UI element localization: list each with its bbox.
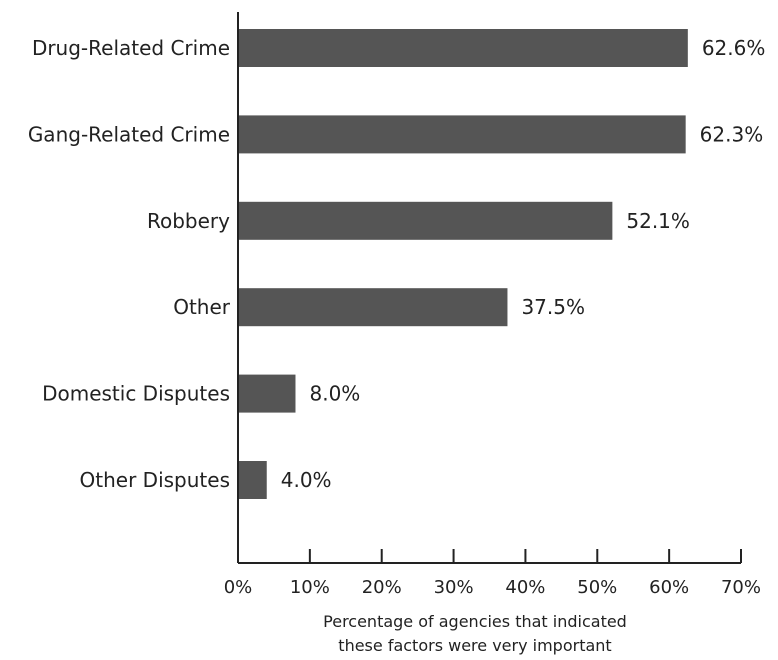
category-label-2: Robbery — [147, 209, 230, 233]
value-label-1: 62.3% — [700, 122, 764, 146]
value-labels: 62.6% 62.3% 52.1% 37.5% 8.0% 4.0% — [281, 36, 766, 492]
x-tick-label-3: 30% — [434, 577, 474, 598]
value-label-4: 8.0% — [309, 382, 360, 406]
x-axis-title-line-0: Percentage of agencies that indicated — [323, 612, 627, 631]
x-axis-title: Percentage of agencies that indicated the… — [323, 612, 627, 655]
x-tick-label-1: 10% — [290, 577, 330, 598]
category-label-5: Other Disputes — [80, 468, 230, 492]
x-tick-label-4: 40% — [505, 577, 545, 598]
bar-3 — [238, 288, 508, 327]
bar-1 — [238, 115, 686, 154]
category-label-0: Drug-Related Crime — [32, 36, 230, 60]
bar-5 — [238, 461, 267, 499]
category-label-1: Gang-Related Crime — [28, 122, 230, 146]
value-label-5: 4.0% — [281, 468, 332, 492]
x-tick-label-6: 60% — [649, 577, 689, 598]
category-label-4: Domestic Disputes — [42, 382, 230, 406]
x-axis-ticks: 0% 10% 20% 30% 40% 50% 60% 70% — [224, 549, 761, 598]
x-tick-label-2: 20% — [362, 577, 402, 598]
value-label-3: 37.5% — [521, 295, 585, 319]
x-tick-label-7: 70% — [721, 577, 761, 598]
bar-4 — [238, 374, 296, 413]
axes — [237, 12, 741, 564]
category-labels: Drug-Related Crime Gang-Related Crime Robb… — [28, 36, 231, 492]
category-label-3: Other — [173, 295, 231, 319]
bar-0 — [238, 29, 688, 67]
bars-group — [238, 29, 688, 499]
x-tick-label-0: 0% — [224, 577, 253, 598]
value-label-0: 62.6% — [702, 36, 766, 60]
x-tick-label-5: 50% — [577, 577, 617, 598]
value-label-2: 52.1% — [626, 209, 690, 233]
x-axis-title-line-1: these factors were very important — [338, 636, 611, 655]
bar-2 — [238, 201, 613, 240]
